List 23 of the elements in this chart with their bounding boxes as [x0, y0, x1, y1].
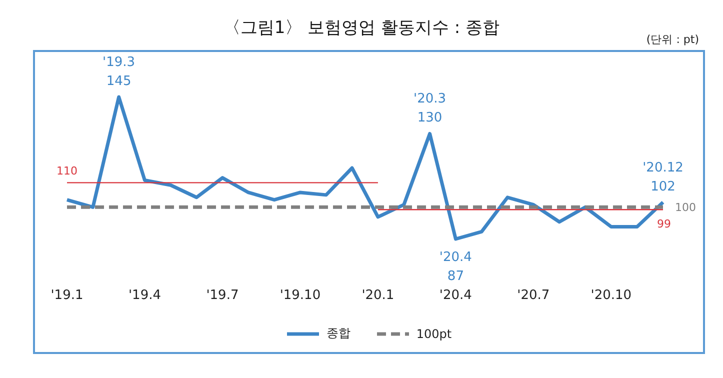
x-tick-label: '19.1 [50, 288, 84, 303]
data-label: 87 [447, 269, 464, 284]
annotation: '20.12 [642, 160, 684, 176]
chart-subtitle: (단위 : pt) [646, 32, 699, 47]
x-tick-label: '19.4 [128, 288, 162, 303]
x-tick-label: '20.10 [590, 288, 632, 303]
legend-label: 종합 [325, 325, 350, 342]
chart-title: 〈그림1〉 보험영업 활동지수 : 종합 [223, 18, 500, 38]
data-label: 110 [56, 164, 78, 178]
legend-label: 100pt [415, 326, 452, 342]
annotation: '20.3 [414, 92, 446, 107]
x-tick-label: '20.1 [362, 288, 394, 303]
data-label: 130 [417, 110, 442, 126]
x-tick-label: '20.7 [517, 288, 550, 303]
data-label: 145 [106, 74, 132, 89]
data-label: 99 [657, 218, 671, 231]
x-tick-label: '19.10 [280, 288, 321, 303]
data-label: 102 [650, 179, 676, 194]
data-label: 100 [675, 201, 696, 214]
x-tick-label: '19.7 [206, 288, 239, 303]
text: '19.3 [102, 55, 136, 70]
x-tick-label: '20.4 [439, 288, 472, 303]
text: '20.4 [439, 250, 472, 265]
